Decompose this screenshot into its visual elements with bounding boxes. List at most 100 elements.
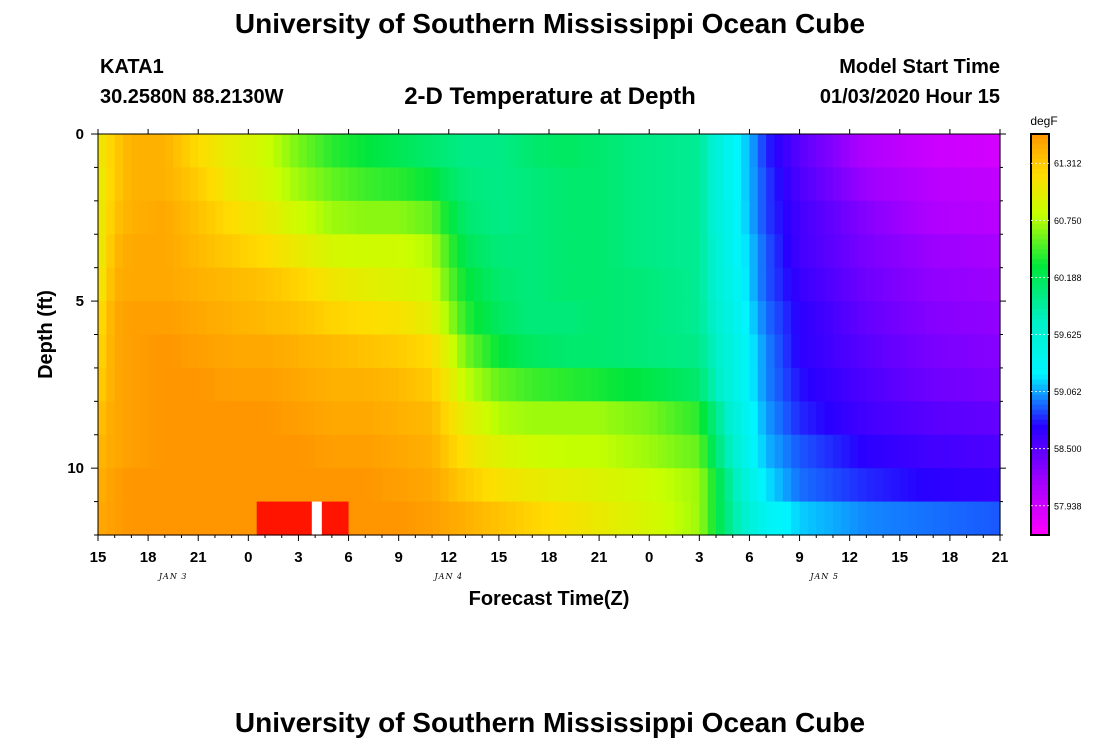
heatmap-cell <box>908 334 918 369</box>
heatmap-cell <box>498 334 508 369</box>
heatmap-cell <box>398 134 408 169</box>
heatmap-cell <box>866 367 876 402</box>
heatmap-cell <box>273 200 283 235</box>
heatmap-cell <box>173 200 183 235</box>
heatmap-cell <box>490 334 500 369</box>
heatmap-cell <box>657 134 667 169</box>
heatmap-cell <box>874 200 884 235</box>
heatmap-cell <box>498 401 508 436</box>
heatmap-cell <box>899 134 909 169</box>
heatmap-cell <box>248 367 258 402</box>
heatmap-cell <box>348 134 358 169</box>
heatmap-cell <box>515 234 525 269</box>
heatmap-cell <box>991 134 1001 169</box>
heatmap-cell <box>665 167 675 202</box>
heatmap-cell <box>665 401 675 436</box>
heatmap-cell <box>732 234 742 269</box>
colorbar-swatch <box>1031 439 1049 446</box>
heatmap-cell <box>941 501 951 536</box>
heatmap-cell <box>415 200 425 235</box>
heatmap-cell <box>381 367 391 402</box>
heatmap-cell <box>281 434 291 469</box>
heatmap-cell <box>206 501 216 536</box>
heatmap-cell <box>841 167 851 202</box>
heatmap-cell <box>323 334 333 369</box>
heatmap-cell <box>223 434 233 469</box>
heatmap-cell <box>974 434 984 469</box>
heatmap-cell <box>465 200 475 235</box>
heatmap-cell <box>540 334 550 369</box>
heatmap-cell <box>741 468 751 503</box>
heatmap-cell <box>390 468 400 503</box>
heatmap-cell <box>657 234 667 269</box>
heatmap-cell <box>632 234 642 269</box>
heatmap-cell <box>306 468 316 503</box>
heatmap-cell <box>256 468 266 503</box>
heatmap-cell <box>98 501 107 536</box>
heatmap-cell <box>849 134 859 169</box>
heatmap-cell <box>741 367 751 402</box>
heatmap-cell <box>206 234 216 269</box>
heatmap-cell <box>832 434 842 469</box>
heatmap-cell <box>674 367 684 402</box>
colorbar: degF 61.312 60.750 60.188 59.625 59.062 58.500… <box>1030 114 1082 536</box>
heatmap-cell <box>966 267 976 302</box>
heatmap-cell <box>423 167 433 202</box>
heatmap-cell <box>532 468 542 503</box>
heatmap-cell <box>966 367 976 402</box>
heatmap-cell <box>181 234 191 269</box>
heatmap-cell <box>590 134 600 169</box>
heatmap-cell <box>123 200 133 235</box>
heatmap-cell <box>373 468 383 503</box>
heatmap-cell <box>231 167 241 202</box>
heatmap-cell <box>440 501 450 536</box>
heatmap-cell <box>407 234 416 269</box>
heatmap-cell <box>331 301 341 336</box>
heatmap-cell <box>741 167 751 202</box>
heatmap-cell <box>423 401 433 436</box>
heatmap-cell <box>874 267 884 302</box>
heatmap-cell <box>816 401 826 436</box>
heatmap-cell <box>766 401 776 436</box>
heatmap-cell <box>949 200 959 235</box>
heatmap-cells <box>98 134 1001 536</box>
heatmap-cell <box>131 267 141 302</box>
heatmap-cell <box>615 401 625 436</box>
heatmap-cell <box>365 200 375 235</box>
heatmap-cell <box>732 267 742 302</box>
heatmap-cell <box>858 267 867 302</box>
heatmap-cell <box>624 234 634 269</box>
heatmap-cell <box>106 167 116 202</box>
heatmap-cell <box>824 200 834 235</box>
heatmap-cell <box>841 367 851 402</box>
heatmap-cell <box>315 301 325 336</box>
colorbar-swatch <box>1031 364 1049 371</box>
heatmap-cell <box>256 401 266 436</box>
heatmap-cell <box>782 334 792 369</box>
heatmap-cell <box>908 200 918 235</box>
heatmap-cell <box>532 434 542 469</box>
heatmap-cell <box>949 434 959 469</box>
x-tick-label: 18 <box>942 549 959 566</box>
colorbar-swatch <box>1031 434 1049 441</box>
colorbar-swatch <box>1031 464 1049 471</box>
heatmap-cell <box>457 267 467 302</box>
heatmap-cell <box>106 367 116 402</box>
heatmap-cell <box>665 334 675 369</box>
heatmap-cell <box>323 301 333 336</box>
heatmap-cell <box>540 401 550 436</box>
heatmap-cell <box>632 200 642 235</box>
heatmap-cell <box>707 301 717 336</box>
heatmap-cell <box>741 401 751 436</box>
heatmap-cell <box>173 234 183 269</box>
heatmap-cell <box>682 468 692 503</box>
heatmap-cell <box>799 468 809 503</box>
heatmap-cell <box>607 401 617 436</box>
heatmap-cell <box>565 334 575 369</box>
heatmap-cell <box>331 401 341 436</box>
heatmap-cell <box>941 167 951 202</box>
heatmap-cell <box>874 468 884 503</box>
heatmap-cell <box>549 401 558 436</box>
heatmap-cell <box>515 434 525 469</box>
heatmap-cell <box>866 234 876 269</box>
